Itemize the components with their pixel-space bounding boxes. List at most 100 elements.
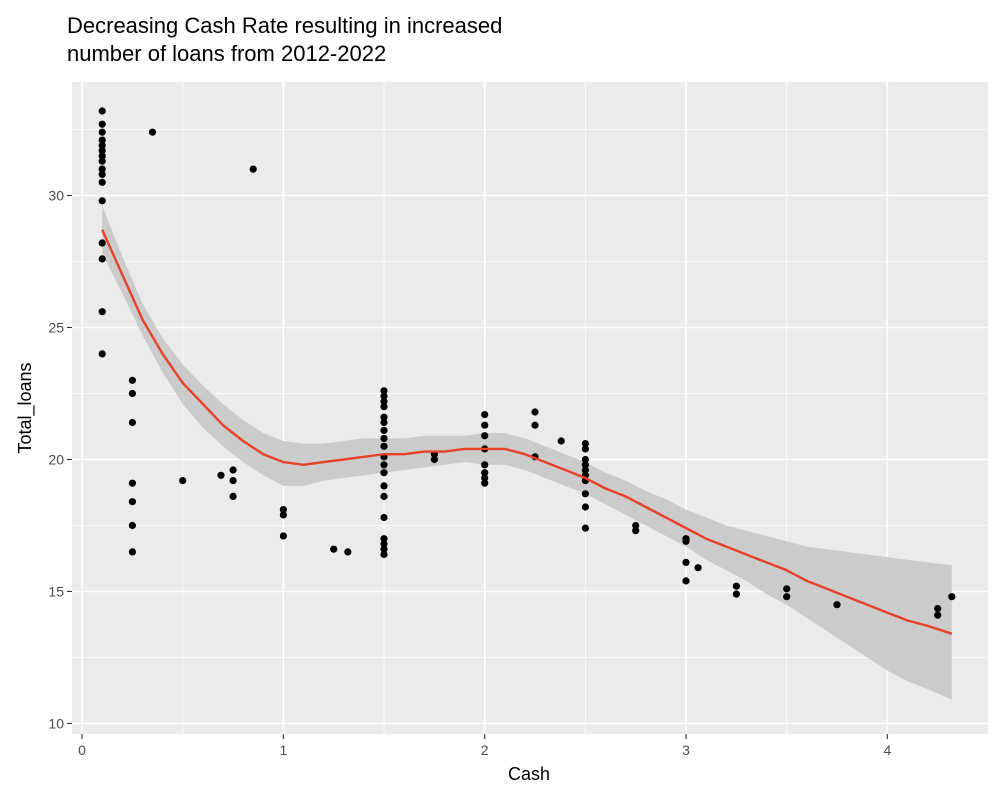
data-point xyxy=(98,128,106,136)
data-point xyxy=(380,513,388,522)
data-point xyxy=(380,461,388,469)
data-point xyxy=(279,532,287,540)
data-point xyxy=(481,421,489,429)
data-point xyxy=(148,128,157,136)
y-tick-label: 30 xyxy=(48,188,64,204)
data-point xyxy=(229,477,237,485)
data-point xyxy=(430,455,438,464)
y-axis-label: Total_loans xyxy=(15,362,36,453)
data-point xyxy=(531,408,539,416)
data-point xyxy=(581,466,590,474)
data-point xyxy=(344,548,352,556)
data-point xyxy=(128,479,136,487)
data-point xyxy=(98,157,106,165)
x-tick-label: 4 xyxy=(883,742,891,758)
data-point xyxy=(581,524,590,532)
data-point xyxy=(128,418,136,427)
chart-title-line-1: Decreasing Cash Rate resulting in increa… xyxy=(67,13,502,38)
data-point xyxy=(934,605,942,613)
data-point xyxy=(783,593,791,601)
data-point xyxy=(229,466,237,474)
data-point xyxy=(98,147,106,155)
data-point xyxy=(279,506,287,514)
data-point xyxy=(249,165,257,173)
data-point xyxy=(380,418,388,427)
data-point xyxy=(128,548,136,556)
data-point xyxy=(380,535,388,543)
data-point xyxy=(783,585,791,593)
data-point xyxy=(380,550,388,559)
data-point xyxy=(179,477,187,485)
data-point xyxy=(380,540,388,548)
data-point xyxy=(682,577,690,585)
data-point xyxy=(98,197,106,205)
data-point xyxy=(98,239,106,247)
data-point xyxy=(98,141,106,149)
data-point xyxy=(481,474,489,482)
data-point xyxy=(732,582,741,590)
data-point xyxy=(380,469,388,477)
confidence-band-layer xyxy=(102,206,952,700)
data-point xyxy=(98,120,106,128)
y-tick-label: 10 xyxy=(48,715,64,731)
data-point xyxy=(481,461,489,469)
data-point xyxy=(531,421,539,429)
data-point xyxy=(481,469,489,477)
data-point xyxy=(217,471,225,479)
data-point xyxy=(581,455,590,464)
data-point xyxy=(380,492,388,500)
x-axis-label: Cash xyxy=(508,764,550,784)
data-point xyxy=(330,545,338,553)
data-point xyxy=(128,376,136,384)
data-point xyxy=(98,178,106,186)
data-point xyxy=(481,479,489,487)
data-point xyxy=(380,387,388,395)
data-point xyxy=(380,413,388,421)
data-point xyxy=(833,601,841,609)
data-point xyxy=(98,308,106,316)
data-point xyxy=(581,461,590,469)
data-point xyxy=(694,564,702,572)
data-point xyxy=(98,165,106,173)
data-point xyxy=(128,521,136,530)
x-tick-label: 3 xyxy=(682,742,690,758)
y-tick-label: 20 xyxy=(48,451,64,467)
data-point xyxy=(98,136,106,144)
data-point xyxy=(380,434,388,442)
y-tick-label: 25 xyxy=(48,319,64,335)
data-point xyxy=(581,490,590,498)
smooth-line xyxy=(101,229,953,635)
data-point xyxy=(632,527,640,535)
data-point xyxy=(581,503,590,511)
data-point xyxy=(934,611,942,619)
data-point xyxy=(128,498,136,506)
data-point xyxy=(98,170,106,178)
data-point xyxy=(948,593,956,601)
data-point xyxy=(380,397,388,405)
data-point xyxy=(380,403,388,411)
data-point xyxy=(481,411,489,419)
data-point xyxy=(481,432,489,440)
data-point xyxy=(98,107,106,115)
data-point xyxy=(279,511,287,519)
x-tick-label: 0 xyxy=(78,742,86,758)
minor-gridlines xyxy=(72,82,988,734)
data-point xyxy=(98,152,106,160)
data-point xyxy=(98,255,106,263)
data-point xyxy=(380,392,388,400)
data-point xyxy=(380,442,388,450)
smooth-line-layer xyxy=(101,229,953,635)
x-tick-label: 2 xyxy=(481,742,489,758)
confidence-band xyxy=(102,206,952,700)
data-point xyxy=(380,426,388,434)
chart-title-line-2: number of loans from 2012-2022 xyxy=(67,41,386,66)
data-point xyxy=(380,482,388,490)
data-point xyxy=(557,437,565,445)
data-point xyxy=(632,521,640,530)
axis-ticks: 0 1 2 3 4 10 15 20 25 30 xyxy=(48,188,891,758)
data-point xyxy=(581,445,590,453)
data-point xyxy=(682,558,690,567)
data-point xyxy=(128,389,136,398)
data-point xyxy=(682,537,690,545)
